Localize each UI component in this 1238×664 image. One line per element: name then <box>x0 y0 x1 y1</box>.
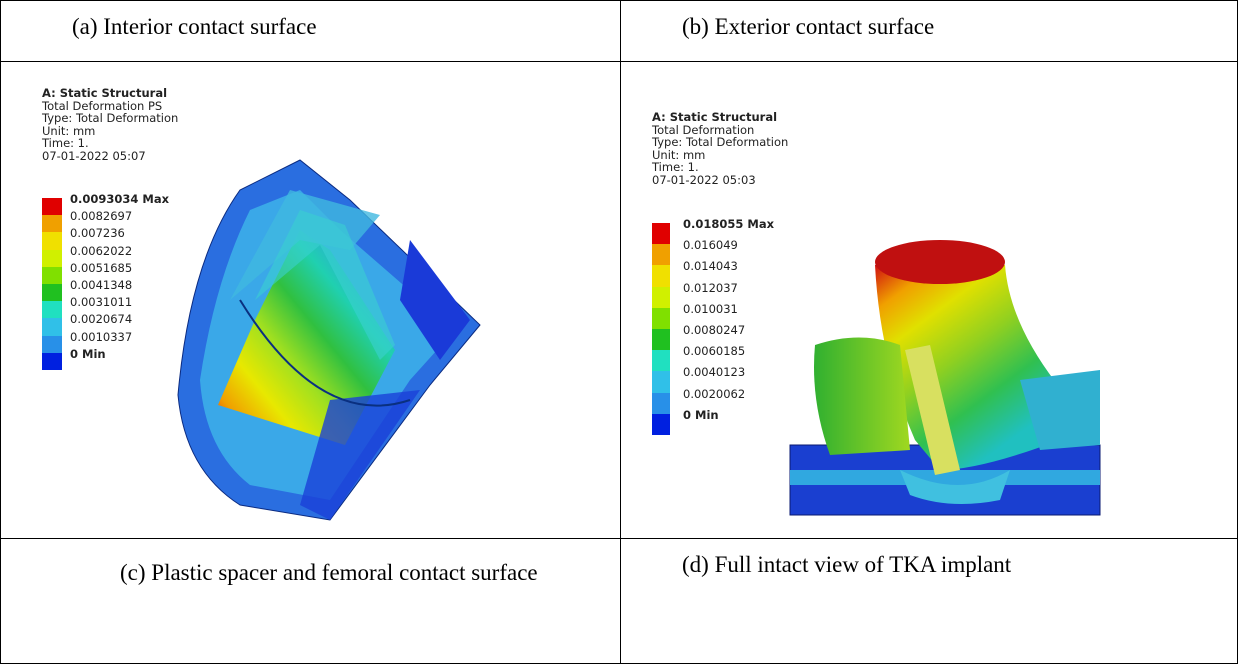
color-swatch <box>42 250 62 268</box>
scale-label: 0.0020674 <box>70 312 132 326</box>
scale-label: 0.0051685 <box>70 261 132 275</box>
header-line: A: Static Structural <box>42 87 178 100</box>
color-swatch <box>652 329 670 351</box>
scale-label: 0 Min <box>683 408 719 422</box>
color-swatch <box>42 232 62 250</box>
header-line: 07-01-2022 05:03 <box>652 174 788 187</box>
header-line: Type: Total Deformation <box>652 136 788 149</box>
scale-label: 0.018055 Max <box>683 217 774 231</box>
scale-label: 0.0060185 <box>683 344 745 358</box>
header-line: 07-01-2022 05:07 <box>42 150 178 163</box>
scale-label: 0.007236 <box>70 226 125 240</box>
scale-label: 0 Min <box>70 347 106 361</box>
scale-label: 0.0062022 <box>70 244 132 258</box>
scale-label: 0.014043 <box>683 259 738 273</box>
scale-label: 0.0082697 <box>70 209 132 223</box>
scale-label: 0.0041348 <box>70 278 132 292</box>
color-swatch <box>652 414 670 436</box>
caption: (b) Exterior contact surface <box>682 14 934 40</box>
color-swatch <box>42 301 62 319</box>
scale-label: 0.010031 <box>683 302 738 316</box>
color-swatch <box>42 284 62 302</box>
color-swatch <box>652 244 670 266</box>
header-line: A: Static Structural <box>652 111 788 124</box>
scale-label: 0.0093034 Max <box>70 192 169 206</box>
scale-label: 0.0080247 <box>683 323 745 337</box>
border <box>0 0 1 664</box>
color-swatch <box>652 287 670 309</box>
color-swatch <box>652 350 670 372</box>
figure-table: (a) Interior contact surface (b) Exterio… <box>0 0 1238 664</box>
color-swatch <box>42 353 62 371</box>
scale-label: 0.012037 <box>683 281 738 295</box>
caption: (a) Interior contact surface <box>72 14 317 40</box>
header-line: Type: Total Deformation <box>42 112 178 125</box>
scale-label: 0.0040123 <box>683 365 745 379</box>
implant-render <box>790 240 1100 515</box>
caption: (c) Plastic spacer and femoral contact s… <box>120 552 610 594</box>
color-swatch <box>652 223 670 245</box>
color-swatch <box>42 318 62 336</box>
border <box>620 0 621 664</box>
scale-label: 0.016049 <box>683 238 738 252</box>
color-swatch <box>42 198 62 216</box>
color-swatch <box>652 265 670 287</box>
border <box>0 0 1238 1</box>
color-swatch <box>652 308 670 330</box>
color-swatch <box>652 371 670 393</box>
color-swatch <box>42 336 62 354</box>
caption: (d) Full intact view of TKA implant <box>682 552 1011 578</box>
scale-label: 0.0020062 <box>683 387 745 401</box>
interior-render <box>178 160 480 520</box>
color-swatch <box>42 215 62 233</box>
color-swatch <box>42 267 62 285</box>
border <box>0 538 1238 539</box>
scale-label: 0.0010337 <box>70 330 132 344</box>
scale-label: 0.0031011 <box>70 295 132 309</box>
color-swatch <box>652 393 670 415</box>
border <box>0 61 1238 62</box>
